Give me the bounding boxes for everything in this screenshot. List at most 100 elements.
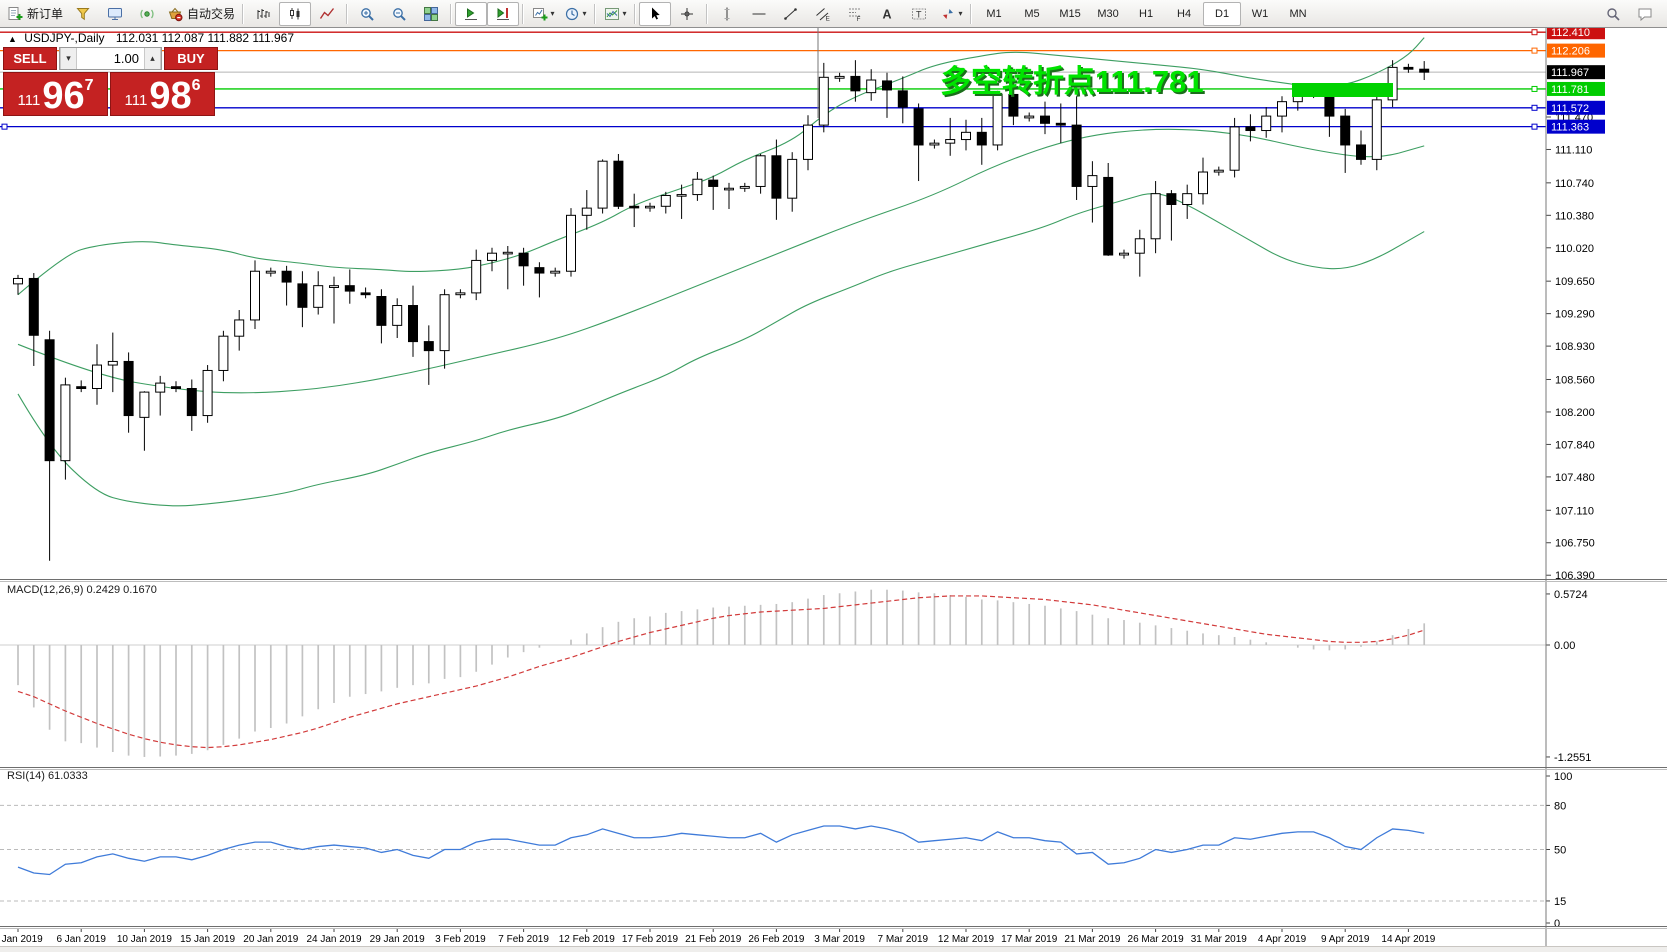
timeframe-button-m1[interactable]: M1	[986, 7, 1002, 20]
buy-price-sup: 6	[191, 77, 201, 94]
timeframe-button-h1[interactable]: H1	[1139, 7, 1154, 20]
toolbar-button-new-order[interactable]: 新订单	[3, 2, 67, 26]
toolbar-button-equidistant-channel[interactable]: E	[807, 2, 839, 26]
macd-pane-layer: 0.5724 0.00 -1.2551	[0, 589, 1591, 764]
rsi-pane[interactable]	[0, 769, 1667, 926]
toolbar-button-profiles[interactable]: ▾	[559, 2, 591, 26]
sell-price-box[interactable]: 111 96 7	[3, 72, 108, 116]
toolbar-button-horizontal-line[interactable]	[743, 2, 775, 26]
collapse-arrow-icon[interactable]: ▲	[8, 34, 17, 44]
svg-text:3 Mar 2019: 3 Mar 2019	[814, 934, 865, 945]
toolbar-button-new-chart[interactable]: ▾	[527, 2, 559, 26]
timeframe-button-w1[interactable]: W1	[1251, 7, 1269, 20]
crosshair-icon	[679, 6, 695, 22]
volume-value[interactable]: 1.00	[113, 51, 139, 66]
buy-price-box[interactable]: 111 98 6	[110, 72, 215, 116]
svg-text:7 Mar 2019: 7 Mar 2019	[878, 934, 929, 945]
svg-text:10 Jan 2019: 10 Jan 2019	[117, 934, 172, 945]
main-pane[interactable]	[0, 28, 1667, 579]
volume-stepper: ▾ 1.00 ▴	[59, 47, 162, 70]
profiles-icon	[564, 6, 580, 22]
toolbar-button-terminal[interactable]	[99, 2, 131, 26]
toolbar-separator	[450, 3, 453, 24]
svg-text:111.967: 111.967	[1551, 67, 1589, 79]
svg-text:109.650: 109.650	[1555, 276, 1595, 288]
svg-text:111.572: 111.572	[1551, 103, 1589, 115]
toolbar-button-crosshair[interactable]	[671, 2, 703, 26]
pivot-annotation-text[interactable]: 多空转折点111.781	[940, 64, 1204, 99]
chevron-down-icon: ▾	[622, 9, 627, 18]
svg-text:29 Jan 2019: 29 Jan 2019	[370, 934, 425, 945]
toolbar-separator	[634, 3, 637, 24]
candle-chart-icon	[287, 6, 303, 22]
timeframe-button-h4[interactable]: H4	[1177, 7, 1192, 20]
text-icon: A	[879, 6, 895, 22]
buy-button[interactable]: BUY	[164, 47, 218, 70]
timeframe-button-m30[interactable]: M30	[1097, 7, 1119, 20]
volume-decrease-button[interactable]: ▾	[60, 48, 77, 69]
toolbar-button-bar-chart[interactable]	[247, 2, 279, 26]
toolbar-button-chat[interactable]	[1629, 2, 1661, 26]
volume-increase-button[interactable]: ▴	[144, 48, 161, 69]
svg-text:12 Mar 2019: 12 Mar 2019	[938, 934, 995, 945]
svg-text:-1.2551: -1.2551	[1554, 752, 1591, 764]
trendline-icon	[783, 6, 799, 22]
fibonacci-icon: F	[847, 6, 863, 22]
timeframe-button-m5[interactable]: M5	[1024, 7, 1040, 20]
toolbar-separator	[594, 3, 597, 24]
macd-pane[interactable]	[0, 582, 1667, 766]
toolbar-button-zoom-out[interactable]	[383, 2, 415, 26]
rsi-line	[17, 825, 1425, 876]
svg-text:12 Feb 2019: 12 Feb 2019	[559, 934, 616, 945]
cursor-icon	[647, 6, 663, 22]
toolbar-button-tile-windows[interactable]	[415, 2, 447, 26]
chevron-down-icon: ▾	[958, 9, 963, 18]
svg-text:17 Mar 2019: 17 Mar 2019	[1001, 934, 1058, 945]
zoom-out-icon	[391, 6, 407, 22]
toolbar-button-search[interactable]	[1597, 2, 1629, 26]
toolbar-button-zoom-in[interactable]	[351, 2, 383, 26]
toolbar-button-line-chart[interactable]	[311, 2, 343, 26]
tile-windows-icon	[423, 6, 439, 22]
toolbar-button-candle-chart[interactable]	[279, 1, 312, 26]
toolbar-button-text-label[interactable]: T	[903, 2, 935, 26]
toolbar-button-trendline[interactable]	[775, 2, 807, 26]
timeframe-button-mn[interactable]: MN	[1289, 7, 1307, 20]
toolbar-button-auto-scroll[interactable]	[455, 1, 488, 26]
chart-shift-icon	[495, 6, 511, 22]
date-axis[interactable]	[0, 928, 1667, 946]
toolbar-button-fibonacci[interactable]: F	[839, 2, 871, 26]
pivot-highlight-box[interactable]	[1292, 83, 1393, 97]
toolbar-button-chart-shift[interactable]	[487, 1, 520, 26]
toolbar-button-funnel[interactable]	[67, 2, 99, 26]
timeframe-button-m15[interactable]: M15	[1059, 7, 1081, 20]
timeframe-button-d1[interactable]: D1	[1203, 1, 1242, 26]
arrows-icon	[940, 6, 956, 22]
svg-text:15: 15	[1554, 896, 1566, 908]
chart-ohlc-values: 112.031 112.087 111.882 111.967	[115, 31, 295, 45]
svg-text:9 Apr 2019: 9 Apr 2019	[1321, 934, 1370, 945]
toolbar-button-indicators[interactable]: ▾	[599, 2, 631, 26]
toolbar-button-cursor[interactable]	[639, 1, 672, 26]
auto-trading-icon	[167, 6, 183, 22]
svg-text:0: 0	[1554, 918, 1560, 930]
toolbar-button-vertical-line[interactable]	[711, 2, 743, 26]
svg-text:F: F	[857, 16, 861, 22]
sell-price-big: 96	[42, 74, 85, 117]
terminal-icon	[107, 6, 123, 22]
search-icon	[1605, 6, 1621, 22]
toolbar-button-arrows[interactable]: ▾	[935, 2, 967, 26]
toolbar-button-auto-trading[interactable]: 自动交易	[163, 2, 239, 26]
sell-button[interactable]: SELL	[3, 47, 57, 70]
svg-text:21 Mar 2019: 21 Mar 2019	[1064, 934, 1121, 945]
toolbar-button-broadcast[interactable]	[131, 2, 163, 26]
svg-text:107.840: 107.840	[1555, 439, 1595, 451]
chevron-down-icon: ▾	[550, 9, 555, 18]
svg-text:15 Jan 2019: 15 Jan 2019	[180, 934, 235, 945]
rsi-indicator-label: RSI(14) 61.0333	[7, 770, 88, 782]
toolbar-button-text[interactable]: A	[871, 2, 903, 26]
bar-chart-icon	[255, 6, 271, 22]
main-pane-layer: 111.470111.110110.740110.380110.020109.6…	[0, 28, 1595, 582]
